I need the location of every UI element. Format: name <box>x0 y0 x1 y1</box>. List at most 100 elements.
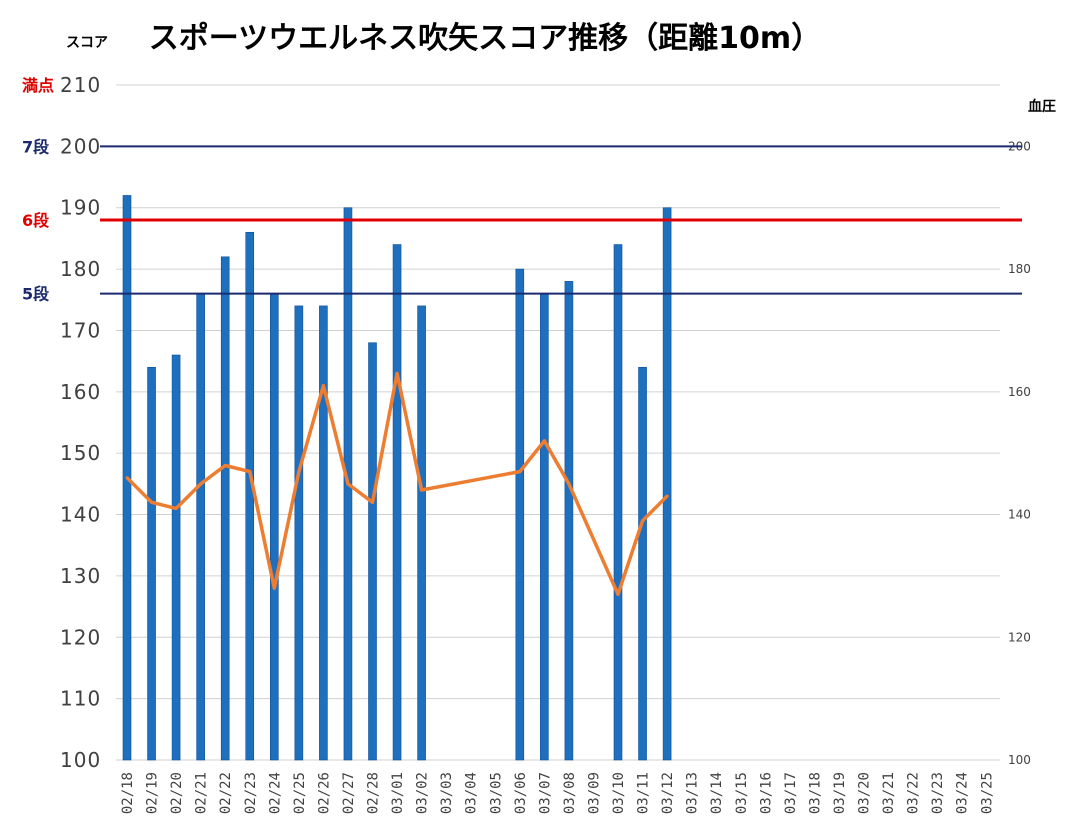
blood-pressure-point <box>616 592 620 596</box>
blood-pressure-point <box>395 371 399 375</box>
x-tick-label: 03/21 <box>881 772 897 814</box>
left-tick-label: 130 <box>60 564 101 588</box>
x-tick-label: 02/27 <box>341 772 357 814</box>
score-bar <box>540 293 549 761</box>
right-tick-label: 180 <box>1008 262 1031 276</box>
x-tick-label: 03/25 <box>979 772 995 814</box>
blood-pressure-point <box>321 384 325 388</box>
left-tick-label: 100 <box>60 748 101 772</box>
score-bar <box>147 366 156 761</box>
left-tick-label: 180 <box>60 257 101 281</box>
score-bar <box>392 244 402 761</box>
left-tick-label: 110 <box>60 687 101 711</box>
x-tick-label: 03/11 <box>636 772 652 814</box>
right-tick-label: 100 <box>1008 753 1031 767</box>
blood-pressure-point <box>641 519 645 523</box>
blood-pressure-point <box>199 482 203 486</box>
blood-pressure-point <box>518 470 522 474</box>
left-tick-label: 210 <box>60 73 101 97</box>
x-tick-label: 03/15 <box>734 772 750 814</box>
score-bar <box>613 244 623 761</box>
x-tick-label: 02/25 <box>292 772 308 814</box>
x-tick-label: 02/19 <box>145 772 161 814</box>
x-tick-label: 03/05 <box>488 772 504 814</box>
x-tick-label: 03/01 <box>390 772 406 814</box>
score-bar <box>196 293 205 761</box>
blood-pressure-point <box>150 500 154 504</box>
score-bar <box>417 305 426 761</box>
rank-label: 6段 <box>22 211 50 230</box>
x-tick-label: 02/22 <box>218 772 234 814</box>
blood-pressure-point <box>665 494 669 498</box>
score-bar <box>368 342 377 761</box>
x-tick-label: 02/28 <box>366 772 382 814</box>
x-tick-label: 03/22 <box>906 772 922 814</box>
left-tick-label: 120 <box>60 625 101 649</box>
score-bar <box>564 281 574 761</box>
right-tick-label: 140 <box>1008 508 1031 522</box>
blood-pressure-point <box>174 506 178 510</box>
x-axis-ticks: 02/18 02/19 02/20 02/21 02/22 02/23 02/24 02/25… <box>120 772 995 814</box>
x-tick-label: 03/08 <box>562 772 578 814</box>
y-axis-label: スコア <box>66 35 108 51</box>
score-bar <box>245 231 255 761</box>
blood-pressure-point <box>248 470 252 474</box>
x-tick-label: 03/06 <box>513 772 529 814</box>
x-tick-label: 03/14 <box>709 772 725 814</box>
score-bar <box>319 305 328 761</box>
left-tick-label: 190 <box>60 196 101 220</box>
rank-label: 満点 <box>22 76 54 95</box>
score-bar <box>662 207 672 761</box>
left-axis-ticks: 100 110 120 130 140 150 160 170 180 190 200 210 <box>60 73 101 772</box>
score-bar <box>294 305 304 761</box>
blood-pressure-point <box>567 482 571 486</box>
blood-pressure-point <box>420 488 424 492</box>
blood-pressure-point <box>272 586 276 590</box>
left-tick-label: 140 <box>60 503 101 527</box>
x-tick-label: 03/23 <box>930 772 946 814</box>
score-bars <box>122 195 672 761</box>
rank-label: 7段 <box>22 137 50 156</box>
x-tick-label: 03/04 <box>464 772 480 814</box>
x-tick-label: 03/18 <box>807 772 823 814</box>
x-tick-label: 03/24 <box>955 772 971 814</box>
chart-title: スポーツウエルネス吹矢スコア推移（距離10m） <box>149 21 821 56</box>
blood-pressure-point <box>297 470 301 474</box>
x-tick-label: 02/18 <box>120 772 136 814</box>
left-tick-label: 160 <box>60 380 101 404</box>
x-tick-label: 03/19 <box>832 772 848 814</box>
x-tick-label: 02/24 <box>267 772 283 814</box>
blood-pressure-point <box>125 476 129 480</box>
x-tick-label: 03/17 <box>783 772 799 814</box>
rank-reference-lines <box>100 145 1022 295</box>
x-tick-label: 03/16 <box>758 772 774 814</box>
left-tick-label: 170 <box>60 318 101 342</box>
score-bar <box>171 354 181 761</box>
score-bar <box>220 256 230 761</box>
x-tick-label: 03/20 <box>857 772 873 814</box>
x-tick-label: 03/12 <box>660 772 676 814</box>
x-tick-label: 03/10 <box>611 772 627 814</box>
score-bar <box>638 366 647 761</box>
x-tick-label: 03/13 <box>685 772 701 814</box>
blood-pressure-line <box>125 371 669 597</box>
right-tick-label: 160 <box>1008 385 1031 399</box>
x-tick-label: 02/21 <box>194 772 210 814</box>
x-tick-label: 02/23 <box>243 772 259 814</box>
left-tick-label: 150 <box>60 441 101 465</box>
rank-label: 5段 <box>22 285 50 304</box>
blood-pressure-point <box>542 439 546 443</box>
blood-pressure-point <box>223 463 227 467</box>
x-tick-label: 02/20 <box>169 772 185 814</box>
left-tick-label: 200 <box>60 134 101 158</box>
x-tick-label: 03/02 <box>415 772 431 814</box>
rank-labels: 満点 7段 6段 5段 <box>22 76 54 304</box>
x-tick-label: 03/09 <box>586 772 602 814</box>
x-tick-label: 02/26 <box>316 772 332 814</box>
right-tick-label: 120 <box>1008 630 1031 644</box>
blood-pressure-point <box>346 482 350 486</box>
x-tick-label: 03/07 <box>537 772 553 814</box>
score-bar <box>269 293 279 761</box>
